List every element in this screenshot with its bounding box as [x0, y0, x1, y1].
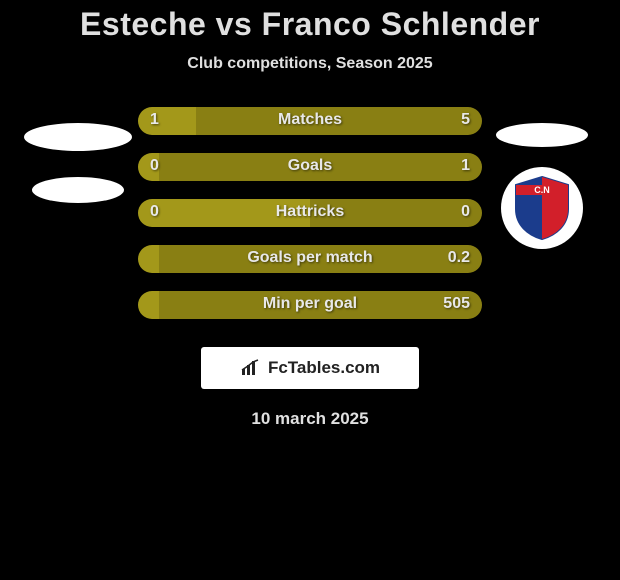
- fctables-logo[interactable]: FcTables.com: [201, 347, 419, 389]
- stat-row: Min per goal505: [138, 291, 482, 319]
- stats-col: Matches15 Goals01 Hattricks00 Goals per mat…: [138, 107, 482, 337]
- bar-chart-icon: [240, 359, 262, 377]
- bar-left: [138, 107, 196, 135]
- logo-text: FcTables.com: [268, 358, 380, 378]
- bar-right: [159, 153, 482, 181]
- bar-right: [159, 291, 482, 319]
- comparison-card: Esteche vs Franco Schlender Club competi…: [0, 0, 620, 429]
- stat-row: Hattricks00: [138, 199, 482, 227]
- player-photo-placeholder: [24, 123, 132, 151]
- stat-row: Goals per match0.2: [138, 245, 482, 273]
- date-line: 10 march 2025: [0, 409, 620, 429]
- title: Esteche vs Franco Schlender: [0, 6, 620, 43]
- subtitle: Club competitions, Season 2025: [0, 55, 620, 73]
- stat-row: Goals01: [138, 153, 482, 181]
- svg-text:C.N: C.N: [534, 185, 550, 195]
- left-player-col: [18, 107, 138, 203]
- player-photo-placeholder: [32, 177, 124, 203]
- bar-right: [159, 245, 482, 273]
- bar-left: [138, 291, 159, 319]
- bar-right: [196, 107, 482, 135]
- main-row: Matches15 Goals01 Hattricks00 Goals per mat…: [0, 107, 620, 337]
- bar-left: [138, 199, 310, 227]
- bar-left: [138, 245, 159, 273]
- club-badge: C.N: [501, 167, 583, 249]
- player-photo-placeholder: [496, 123, 588, 147]
- bar-left: [138, 153, 159, 181]
- stat-row: Matches15: [138, 107, 482, 135]
- shield-icon: C.N: [512, 175, 572, 241]
- bar-right: [310, 199, 482, 227]
- right-player-col: C.N: [482, 107, 602, 249]
